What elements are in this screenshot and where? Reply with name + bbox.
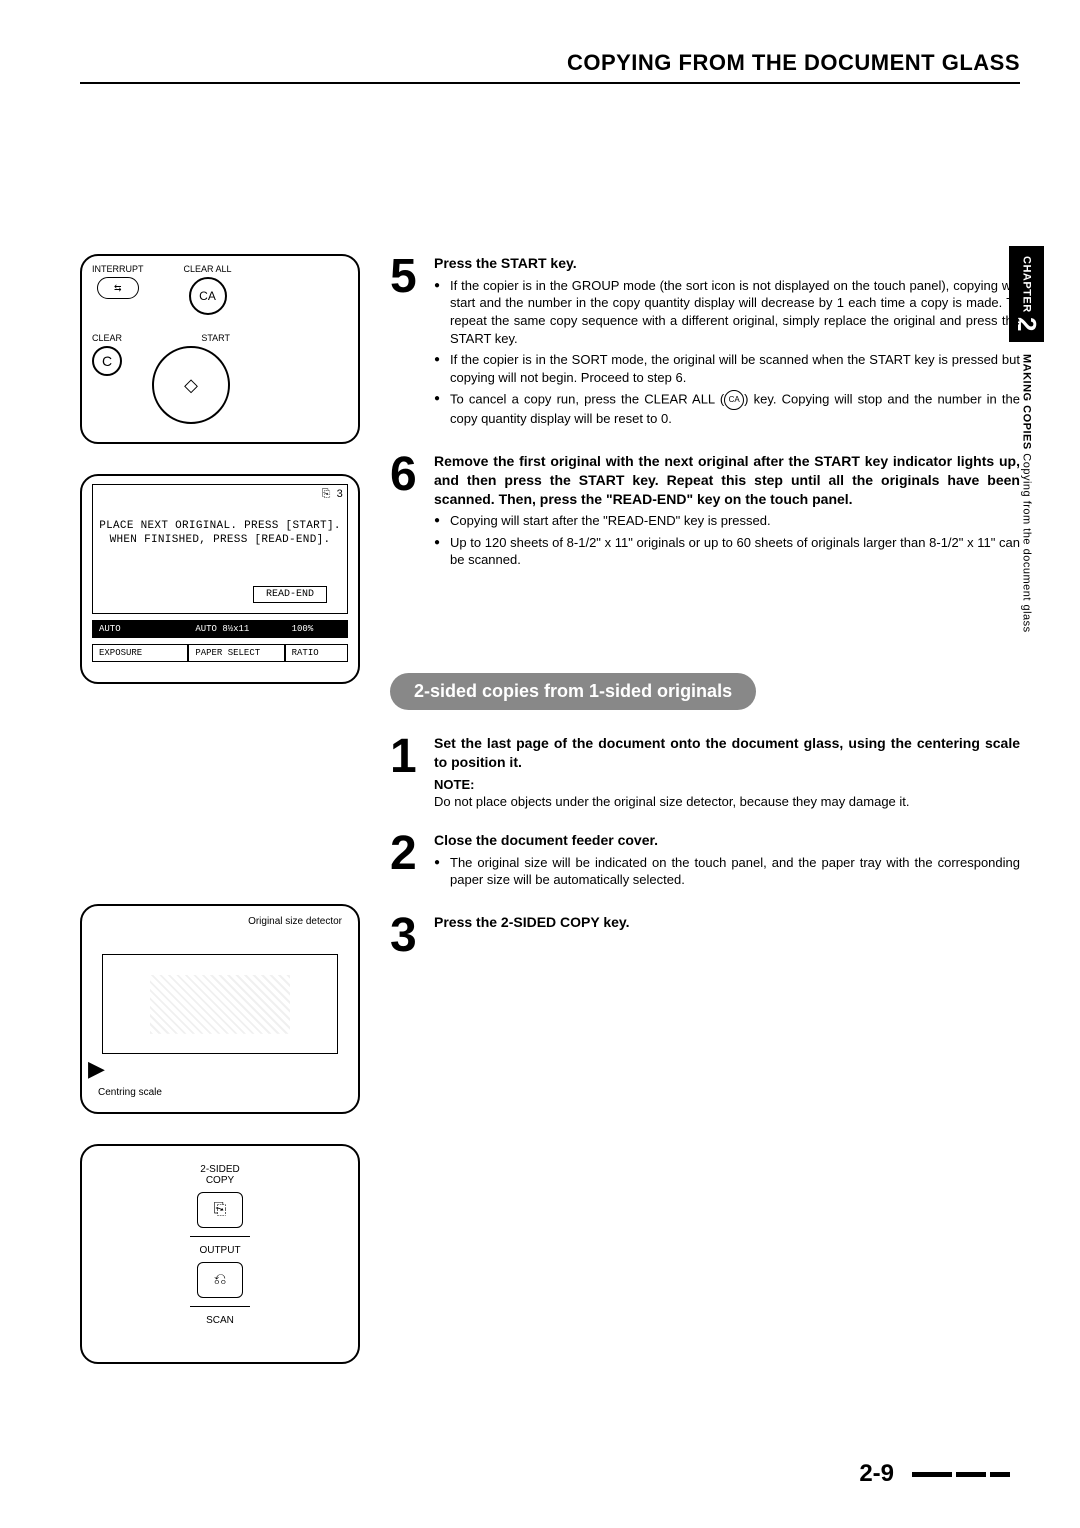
figure-touch-panel: ⎘ 3 PLACE NEXT ORIGINAL. PRESS [START]. … [80, 474, 360, 684]
step-6: 6 Remove the first original with the nex… [390, 452, 1020, 573]
side-tab-bold: MAKING COPIES [1021, 354, 1033, 450]
step-5: 5 Press the START key. If the copier is … [390, 254, 1020, 432]
step-2-number: 2 [390, 831, 424, 893]
centring-callout: Centring scale [98, 1087, 162, 1098]
ratio-cell[interactable]: RATIO [285, 644, 348, 662]
step-6-body: Remove the first original with the next … [434, 452, 1020, 573]
chapter-label: CHAPTER [1021, 256, 1033, 313]
divider-1 [190, 1236, 250, 1237]
step-1-number: 1 [390, 734, 424, 811]
page-number: 2-9 [859, 1460, 1010, 1488]
divider-2 [190, 1306, 250, 1307]
count-display: 3 [336, 489, 343, 501]
screen-msg2: WHEN FINISHED, PRESS [READ-END]. [97, 533, 343, 547]
header-title: COPYING FROM THE DOCUMENT GLASS [567, 50, 1020, 75]
step-2-bullet-1: The original size will be indicated on t… [434, 854, 1020, 889]
step-3: 3 Press the 2-SIDED COPY key. [390, 913, 1020, 959]
step-3-body: Press the 2-SIDED COPY key. [434, 913, 1020, 959]
paper-select-cell[interactable]: PAPER SELECT [188, 644, 284, 662]
step-5-b3a: To cancel a copy run, press the CLEAR AL… [450, 392, 724, 407]
step-1-title: Set the last page of the document onto t… [434, 734, 1020, 772]
section-heading: 2-sided copies from 1-sided originals [390, 673, 756, 710]
step-1-note-label: NOTE: [434, 776, 1020, 794]
step-6-bullet-1: Copying will start after the "READ-END" … [434, 512, 1020, 530]
left-column: INTERRUPT ⇆ CLEAR ALL CA CLEAR C START ◇ [80, 114, 360, 1364]
scan-label: SCAN [206, 1315, 234, 1326]
step-3-title: Press the 2-SIDED COPY key. [434, 913, 1020, 932]
start-button[interactable]: ◇ [152, 346, 230, 424]
step-5-bullet-3: To cancel a copy run, press the CLEAR AL… [434, 390, 1020, 428]
step-3-number: 3 [390, 913, 424, 959]
step-5-bullet-2: If the copier is in the SORT mode, the o… [434, 351, 1020, 386]
figure-control-panel: INTERRUPT ⇆ CLEAR ALL CA CLEAR C START ◇ [80, 254, 360, 444]
start-label: START [201, 333, 230, 343]
glass-area [102, 954, 338, 1054]
sort-icon: ⎘ [322, 489, 331, 501]
page-number-text: 2-9 [859, 1460, 894, 1488]
clear-label: CLEAR [92, 333, 122, 343]
status-row-1: AUTO AUTO 8½x11 100% [92, 620, 348, 638]
figure-document-glass: Original size detector ▶ Centring scale [80, 904, 360, 1114]
step-1-note: Do not place objects under the original … [434, 793, 1020, 811]
side-tab-text: MAKING COPIES Copying from the document … [1021, 348, 1033, 633]
auto-cell: AUTO [92, 620, 188, 638]
step-1: 1 Set the last page of the document onto… [390, 734, 1020, 811]
step-2: 2 Close the document feeder cover. The o… [390, 831, 1020, 893]
figure-copy-keys: 2-SIDED COPY ⎘ OUTPUT ⎌ SCAN [80, 1144, 360, 1364]
step-5-number: 5 [390, 254, 424, 432]
page-number-bars [908, 1460, 1010, 1488]
interrupt-button[interactable]: ⇆ [97, 277, 139, 299]
step-6-bullet-2: Up to 120 sheets of 8-1/2" x 11" origina… [434, 534, 1020, 569]
step-5-title: Press the START key. [434, 254, 1020, 273]
clear-button[interactable]: C [92, 346, 122, 376]
arrow-icon: ▶ [88, 1056, 105, 1082]
output-label: OUTPUT [199, 1245, 240, 1256]
ca-inline-icon: CA [724, 390, 744, 410]
auto-size-cell: AUTO 8½x11 [188, 620, 284, 638]
output-button[interactable]: ⎌ [197, 1262, 243, 1298]
two-sided-label: 2-SIDED COPY [200, 1164, 239, 1186]
step-5-bullet-1: If the copier is in the GROUP mode (the … [434, 277, 1020, 347]
status-row-2: EXPOSURE PAPER SELECT RATIO [92, 644, 348, 662]
step-5-body: Press the START key. If the copier is in… [434, 254, 1020, 432]
start-icon: ◇ [184, 375, 198, 396]
step-6-title: Remove the first original with the next … [434, 452, 1020, 509]
page-header: COPYING FROM THE DOCUMENT GLASS [80, 50, 1020, 84]
screen-msg1: PLACE NEXT ORIGINAL. PRESS [START]. [97, 519, 343, 533]
step-2-body: Close the document feeder cover. The ori… [434, 831, 1020, 893]
exposure-cell[interactable]: EXPOSURE [92, 644, 188, 662]
touch-screen: ⎘ 3 PLACE NEXT ORIGINAL. PRESS [START]. … [92, 484, 348, 614]
interrupt-label: INTERRUPT [92, 264, 144, 274]
read-end-button[interactable]: READ-END [253, 586, 327, 603]
right-column: 5 Press the START key. If the copier is … [390, 114, 1020, 1364]
percent-cell: 100% [285, 620, 348, 638]
content-area: INTERRUPT ⇆ CLEAR ALL CA CLEAR C START ◇ [80, 114, 1020, 1364]
side-tab-rest: Copying from the document glass [1021, 449, 1033, 632]
clear-all-button[interactable]: CA [189, 277, 227, 315]
two-sided-copy-button[interactable]: ⎘ [197, 1192, 243, 1228]
clear-all-label: CLEAR ALL [184, 264, 232, 274]
step-1-body: Set the last page of the document onto t… [434, 734, 1020, 811]
step-6-number: 6 [390, 452, 424, 573]
detector-callout: Original size detector [248, 916, 342, 927]
step-2-title: Close the document feeder cover. [434, 831, 1020, 850]
